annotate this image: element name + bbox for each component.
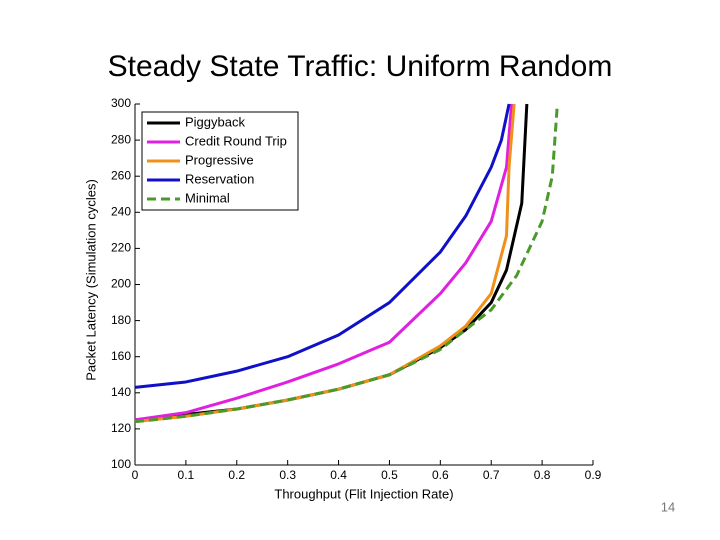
legend-label: Minimal [185, 190, 230, 205]
y-tick-label: 160 [111, 349, 131, 363]
x-tick-label: 0.7 [483, 468, 500, 482]
x-tick-label: 0.4 [330, 468, 347, 482]
y-axis-label: Packet Latency (Simulation cycles) [83, 179, 98, 381]
y-tick-label: 180 [111, 313, 131, 327]
y-tick-label: 300 [111, 96, 131, 110]
y-tick-label: 240 [111, 204, 131, 218]
x-tick-label: 0.1 [178, 468, 195, 482]
series-line [134, 103, 511, 389]
x-tick-label: 0.9 [585, 468, 602, 482]
y-tick-label: 120 [111, 421, 131, 435]
chart-title: Steady State Traffic: Uniform Random [108, 50, 613, 83]
series-line [134, 103, 514, 422]
series-line [134, 103, 559, 424]
y-tick-label: 200 [111, 277, 131, 291]
x-tick-label: 0.6 [432, 468, 449, 482]
y-tick-label: 140 [111, 385, 131, 399]
x-tick-label: 0.2 [228, 468, 245, 482]
y-tick-label: 260 [111, 168, 131, 182]
slide-number: 14 [661, 499, 675, 514]
y-tick-label: 100 [111, 457, 131, 471]
legend-label: Progressive [185, 152, 254, 167]
legend-label: Credit Round Trip [185, 133, 287, 148]
x-tick-label: 0 [132, 468, 139, 482]
legend-label: Reservation [185, 171, 254, 186]
y-tick-label: 280 [111, 132, 131, 146]
legend-label: Piggyback [185, 114, 245, 129]
x-tick-label: 0.8 [534, 468, 551, 482]
x-tick-label: 0.5 [381, 468, 398, 482]
x-tick-label: 0.3 [279, 468, 296, 482]
y-tick-label: 220 [111, 241, 131, 255]
x-axis-label: Throughput (Flit Injection Rate) [274, 486, 453, 501]
series-line [134, 103, 516, 424]
